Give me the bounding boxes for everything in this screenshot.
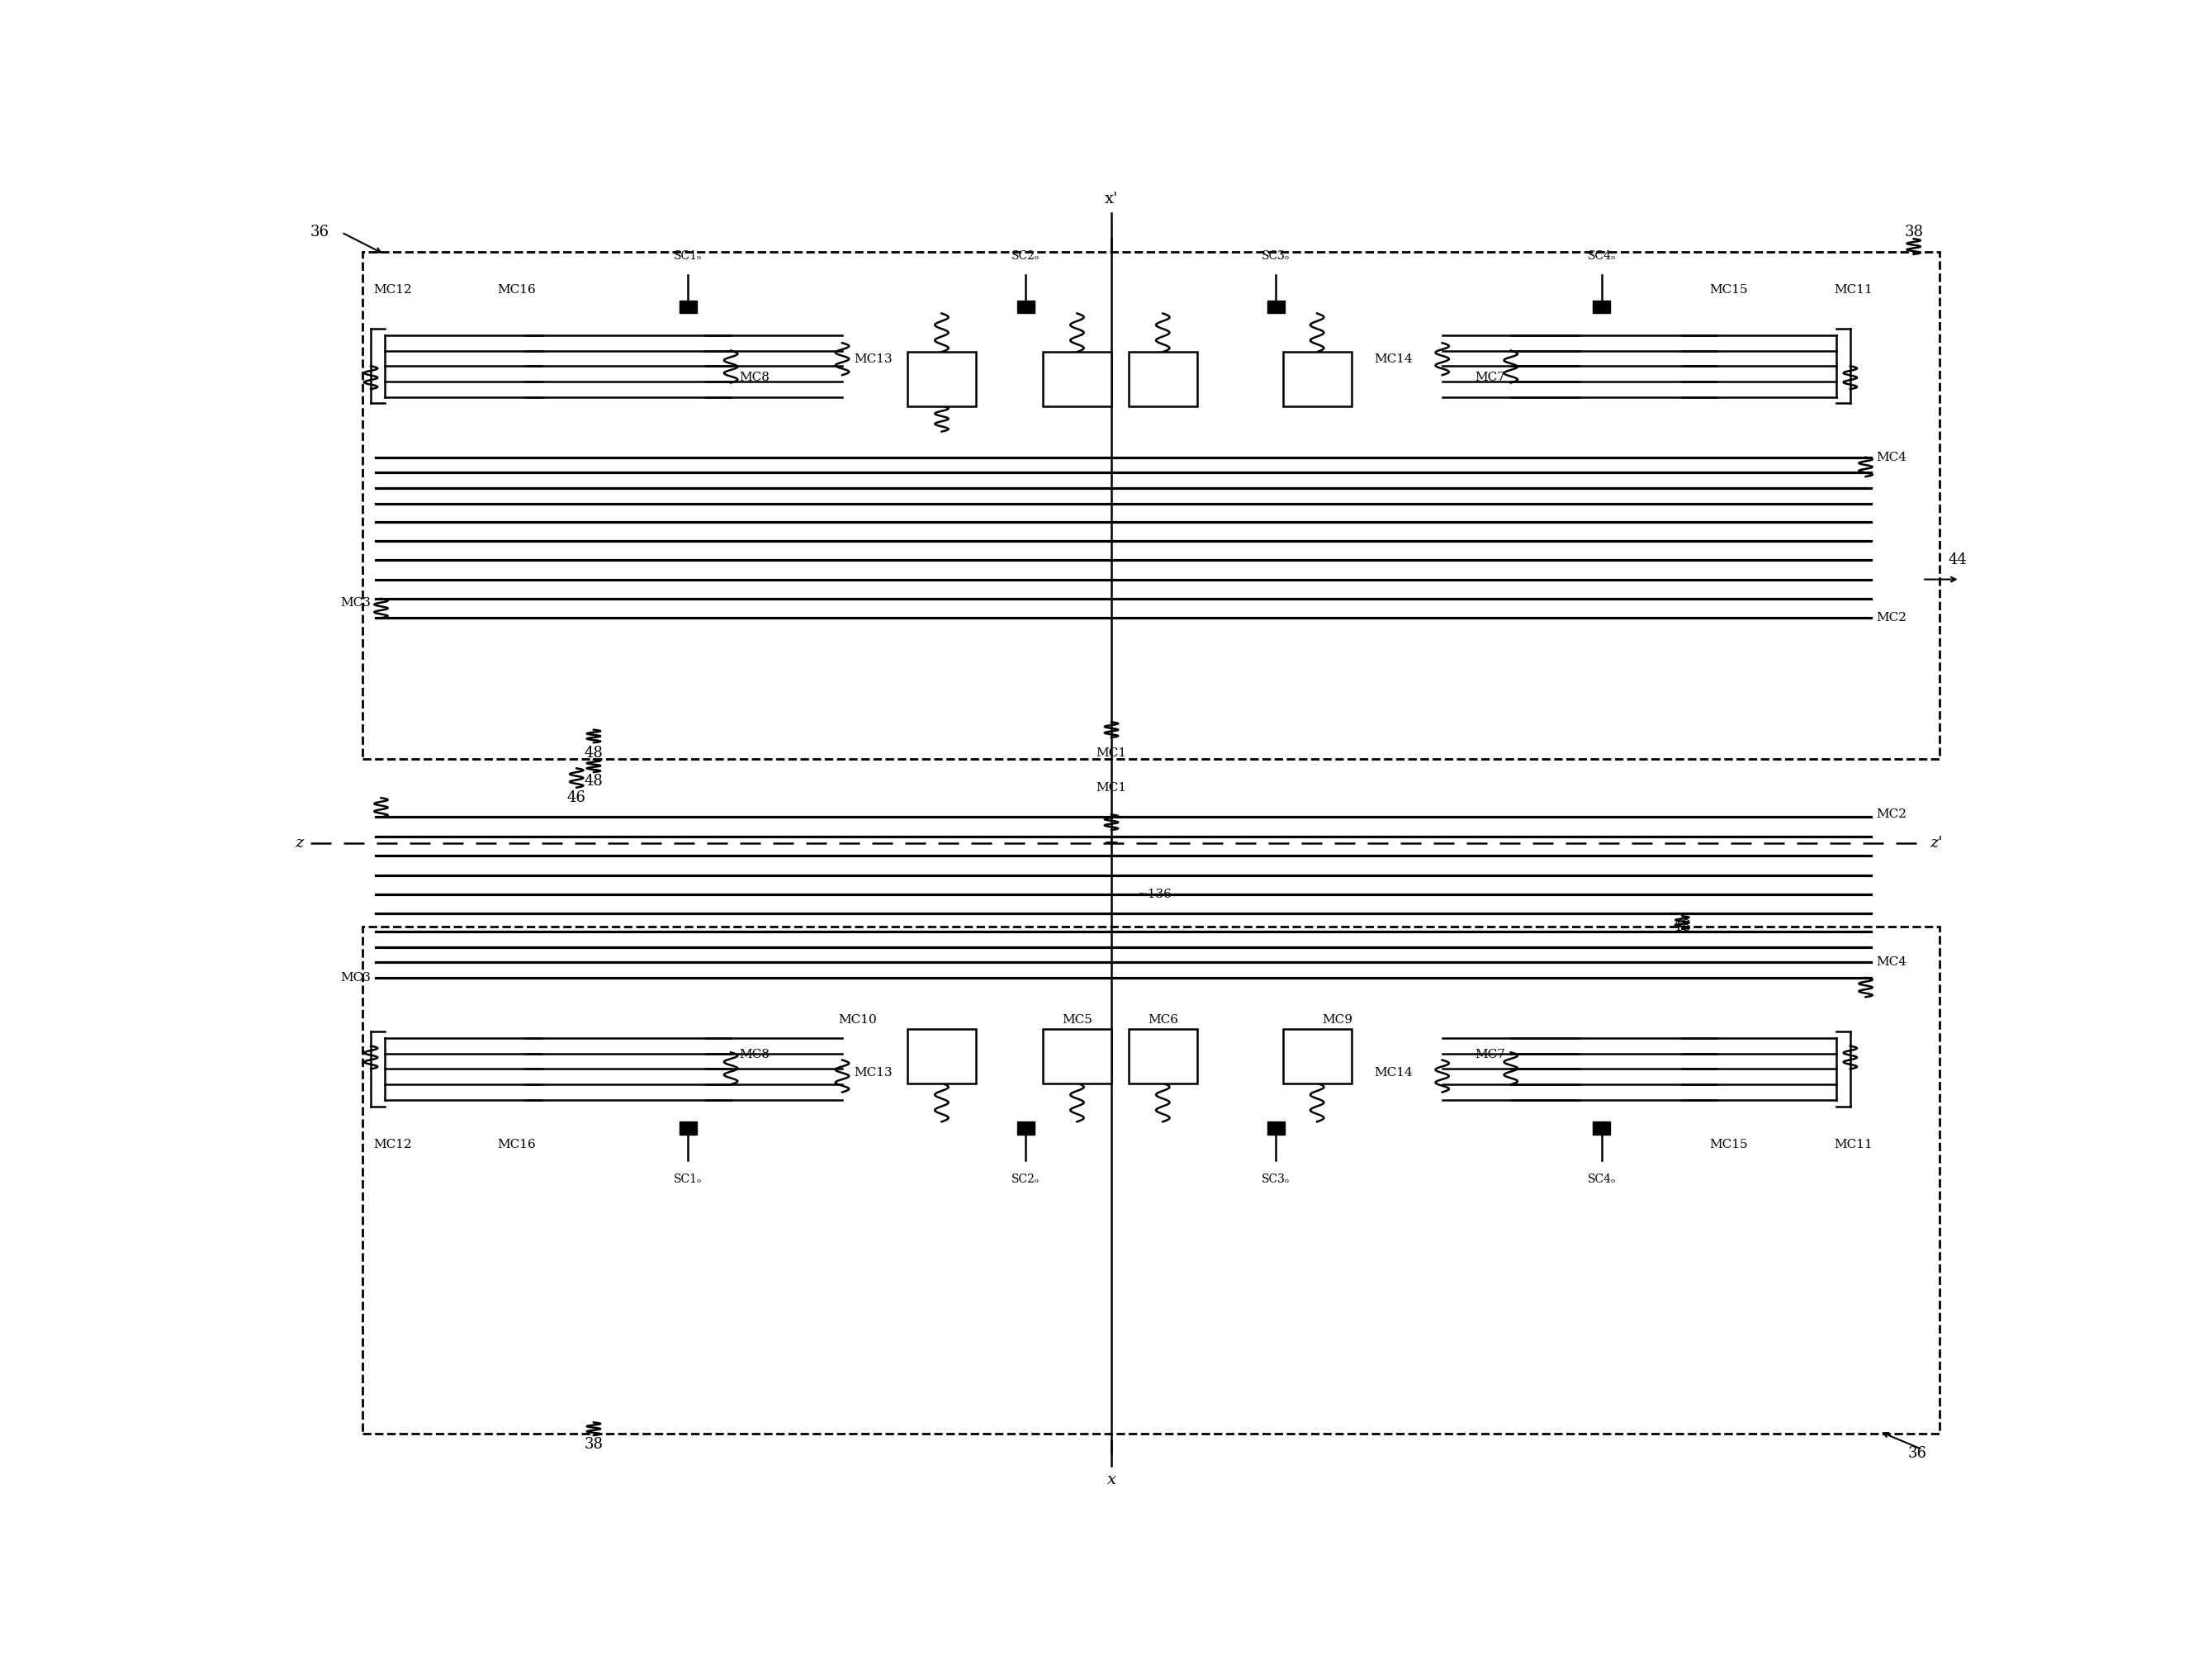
Text: MC4: MC4 xyxy=(1876,956,1907,968)
Text: SC4ₒ: SC4ₒ xyxy=(1588,250,1615,262)
Text: MC15: MC15 xyxy=(1710,284,1747,295)
Text: 38: 38 xyxy=(584,1437,604,1452)
Text: MC5: MC5 xyxy=(1062,1015,1093,1026)
Text: SC1ₒ: SC1ₒ xyxy=(675,250,701,262)
Text: MC16: MC16 xyxy=(498,284,535,295)
Bar xyxy=(679,1122,697,1135)
Bar xyxy=(1018,1122,1035,1135)
Bar xyxy=(1128,352,1197,406)
Bar xyxy=(1128,1030,1197,1083)
Text: MC14: MC14 xyxy=(1374,354,1413,366)
Text: x': x' xyxy=(1104,192,1117,207)
Text: MC11: MC11 xyxy=(1834,284,1874,295)
Text: MC13: MC13 xyxy=(854,354,894,366)
Text: MC1: MC1 xyxy=(1097,748,1126,759)
Text: MC4: MC4 xyxy=(1876,452,1907,462)
Text: 48: 48 xyxy=(584,746,604,761)
Text: MC12: MC12 xyxy=(374,284,411,295)
Text: MC14: MC14 xyxy=(1374,1066,1413,1078)
Text: SC2ₒ: SC2ₒ xyxy=(1011,250,1040,262)
Bar xyxy=(679,300,697,314)
Text: MC8: MC8 xyxy=(739,1050,770,1061)
Bar xyxy=(907,352,975,406)
Bar xyxy=(1042,1030,1110,1083)
Text: MC3: MC3 xyxy=(341,598,372,608)
Text: 48: 48 xyxy=(584,774,604,788)
Text: z: z xyxy=(294,836,303,850)
Bar xyxy=(363,926,1940,1434)
Text: MC12: MC12 xyxy=(374,1138,411,1150)
Bar xyxy=(1593,1122,1610,1135)
Text: ~136: ~136 xyxy=(1137,888,1172,900)
Text: SC1ₒ: SC1ₒ xyxy=(675,1173,701,1185)
Text: x: x xyxy=(1106,1472,1115,1487)
Text: MC8: MC8 xyxy=(739,372,770,384)
Bar xyxy=(907,1030,975,1083)
Text: 38: 38 xyxy=(1905,225,1922,240)
Bar xyxy=(1283,352,1352,406)
Text: SC4ₒ: SC4ₒ xyxy=(1588,1173,1615,1185)
Text: MC13: MC13 xyxy=(854,1066,894,1078)
Bar xyxy=(363,252,1940,759)
Bar xyxy=(1593,300,1610,314)
Text: MC16: MC16 xyxy=(498,1138,535,1150)
Text: 44: 44 xyxy=(1949,552,1966,567)
Text: SC3ₒ: SC3ₒ xyxy=(1261,250,1290,262)
Text: MC7: MC7 xyxy=(1475,1050,1506,1061)
Text: MC11: MC11 xyxy=(1834,1138,1874,1150)
Text: SC2ₒ: SC2ₒ xyxy=(1011,1173,1040,1185)
Text: z': z' xyxy=(1929,836,1942,850)
Text: MC9: MC9 xyxy=(1323,1015,1354,1026)
Text: 46: 46 xyxy=(566,791,586,806)
Text: 36: 36 xyxy=(310,225,330,240)
Text: MC2: MC2 xyxy=(1876,809,1907,821)
Bar xyxy=(1018,300,1035,314)
Text: MC1: MC1 xyxy=(1097,783,1126,794)
Text: 48: 48 xyxy=(1672,920,1692,935)
Bar xyxy=(1267,1122,1285,1135)
Text: MC15: MC15 xyxy=(1710,1138,1747,1150)
Text: MC2: MC2 xyxy=(1876,613,1907,624)
Bar xyxy=(1267,300,1285,314)
Text: MC10: MC10 xyxy=(838,1015,876,1026)
Text: MC7: MC7 xyxy=(1475,372,1506,384)
Bar xyxy=(1283,1030,1352,1083)
Text: MC3: MC3 xyxy=(341,971,372,983)
Text: MC6: MC6 xyxy=(1148,1015,1179,1026)
Text: +: + xyxy=(1104,834,1119,851)
Bar xyxy=(1042,352,1110,406)
Text: 36: 36 xyxy=(1907,1445,1927,1460)
Text: SC3ₒ: SC3ₒ xyxy=(1261,1173,1290,1185)
